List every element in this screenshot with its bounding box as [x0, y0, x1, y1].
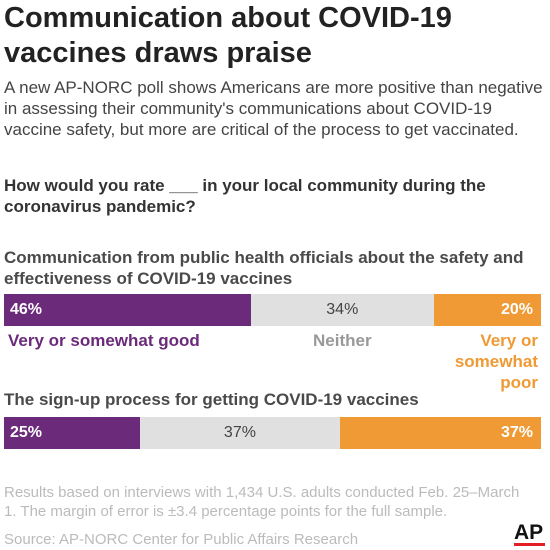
- methodology-note: Results based on interviews with 1,434 U…: [4, 484, 520, 520]
- segment-neither: 34%: [251, 294, 434, 326]
- legend-good: Very or somewhat good: [8, 331, 200, 350]
- segment-poor: 20%: [433, 294, 541, 326]
- ap-logo-underline: [514, 543, 545, 546]
- intro-text: A new AP-NORC poll shows Americans are m…: [4, 78, 543, 139]
- bar-label-signup: The sign-up process for getting COVID-19…: [4, 390, 419, 409]
- segment-poor: 37%: [340, 417, 541, 449]
- segment-neither: 37%: [139, 417, 341, 449]
- stacked-bar-signup: 25% 37% 37%: [4, 417, 541, 449]
- ap-logo-text: AP: [514, 521, 543, 544]
- stacked-bar-communication: 46% 34% 20%: [4, 294, 541, 326]
- segment-good: 46%: [4, 294, 252, 326]
- value-label: 25%: [10, 424, 43, 441]
- chart-title: Communication about COVID-19 vaccines dr…: [4, 2, 452, 69]
- ap-logo: AP: [514, 521, 545, 546]
- legend-poor: Very or somewhat poor: [454, 331, 538, 392]
- value-label: 20%: [500, 301, 533, 318]
- source-line: Source: AP-NORC Center for Public Affair…: [4, 531, 359, 548]
- survey-question: How would you rate ___ in your local com…: [4, 176, 486, 216]
- legend-neither: Neither: [313, 331, 372, 350]
- value-label: 37%: [500, 424, 533, 441]
- value-label: 46%: [10, 301, 43, 318]
- bar-label-communication: Communication from public health officia…: [4, 248, 524, 288]
- value-label: 37%: [223, 424, 256, 441]
- segment-good: 25%: [4, 417, 140, 449]
- value-label: 34%: [326, 301, 359, 318]
